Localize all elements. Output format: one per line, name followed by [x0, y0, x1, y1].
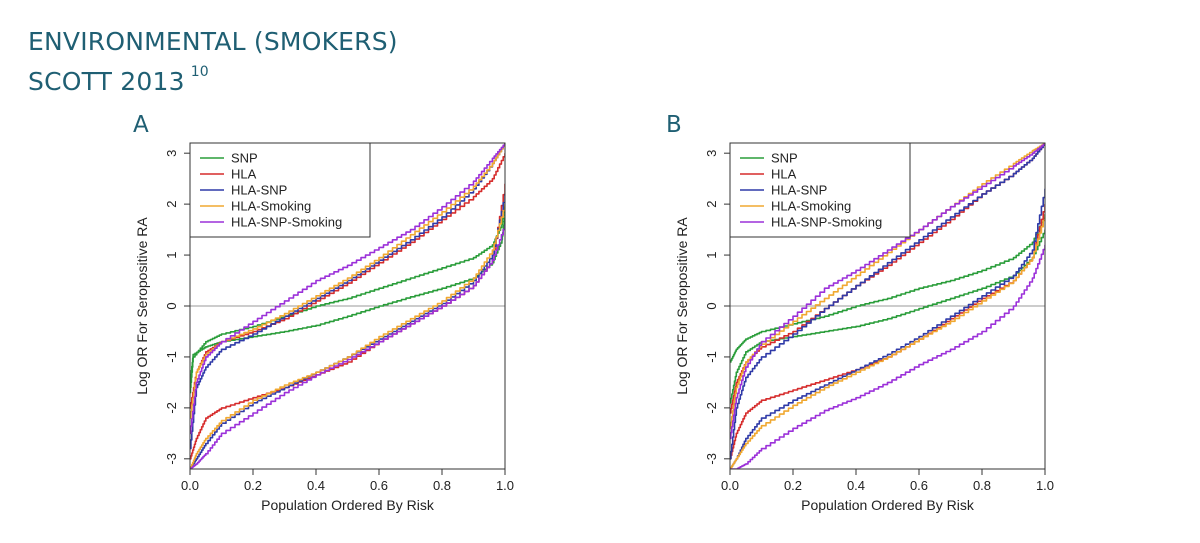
y-tick-label: -1 [704, 351, 719, 363]
x-tick-label: 0.6 [910, 478, 928, 493]
y-tick-label: -2 [164, 402, 179, 414]
y-tick-label: 2 [164, 201, 179, 208]
slide-title-line1: ENVIRONMENTAL (SMOKERS) [28, 27, 398, 56]
x-tick-label: 0.0 [721, 478, 739, 493]
series-line-hla-snp-smoking-lower [730, 244, 1045, 469]
series-line-hla-smoking-upper [190, 143, 505, 419]
x-tick-label: 0.8 [433, 478, 451, 493]
panel-label-b: B [666, 112, 682, 138]
x-tick-label: 0.4 [307, 478, 325, 493]
series-line-hla-upper [190, 153, 505, 409]
legend-entry-hla-snp: HLA-SNP [771, 183, 827, 198]
series-line-hla-smoking-lower [730, 214, 1045, 469]
x-tick-label: 0.8 [973, 478, 991, 493]
series-line-hla-smoking-upper [730, 143, 1045, 430]
y-tick-label: -3 [704, 453, 719, 465]
legend-entry-hla: HLA [771, 167, 797, 182]
legend-entry-hla-smoking: HLA-Smoking [231, 199, 311, 214]
legend-entry-hla: HLA [231, 167, 257, 182]
series-line-hla-snp-smoking-upper [730, 143, 1045, 440]
series-line-snp-upper [730, 214, 1045, 363]
y-axis-label: Log OR For Seropositive RA [674, 217, 690, 395]
y-tick-label: -3 [164, 453, 179, 465]
x-axis-label: Population Ordered By Risk [801, 497, 975, 513]
chart-panel-b: 0.0 0.2 0.4 0.6 0.8 1.0 -3 -2 -1 0 1 2 3 Population O… [674, 142, 1054, 513]
x-tick-label: 0.2 [784, 478, 802, 493]
y-tick-label: 0 [164, 302, 179, 309]
legend-entry-snp: SNP [231, 151, 258, 166]
y-tick-label: 3 [164, 150, 179, 157]
legend-entry-hla-snp-smoking: HLA-SNP-Smoking [771, 215, 882, 230]
series-line-snp-upper [190, 204, 505, 394]
y-tick-label: 0 [704, 302, 719, 309]
slide-title: ENVIRONMENTAL (SMOKERS) SCOTT 2013 10 [28, 26, 398, 97]
x-tick-label: 0.0 [181, 478, 199, 493]
chart-panel-a: 0.0 0.2 0.4 0.6 0.8 1.0 -3 -2 -1 0 1 2 3 Population O… [134, 142, 514, 513]
legend-entry-hla-snp-smoking: HLA-SNP-Smoking [231, 215, 342, 230]
x-tick-label: 1.0 [1036, 478, 1054, 493]
x-tick-label: 0.2 [244, 478, 262, 493]
legend-entry-snp: SNP [771, 151, 798, 166]
y-tick-label: 1 [164, 251, 179, 258]
legend-entry-hla-smoking: HLA-Smoking [771, 199, 851, 214]
panel-label-a: A [133, 112, 149, 138]
y-tick-label: 3 [704, 150, 719, 157]
x-axis-label: Population Ordered By Risk [261, 497, 435, 513]
y-tick-label: 2 [704, 201, 719, 208]
series-line-hla-snp-smoking-upper [190, 143, 505, 435]
slide-title-line2: SCOTT 2013 [28, 67, 185, 96]
x-tick-label: 0.6 [370, 478, 388, 493]
x-tick-label: 1.0 [496, 478, 514, 493]
y-tick-label: 1 [704, 251, 719, 258]
series-line-hla-snp-smoking-lower [190, 224, 505, 469]
y-tick-label: -1 [164, 351, 179, 363]
x-tick-label: 0.4 [847, 478, 865, 493]
title-reference-number: 10 [190, 64, 209, 80]
legend-entry-hla-snp: HLA-SNP [231, 183, 287, 198]
y-axis-label: Log OR For Seropositive RA [134, 217, 150, 395]
y-tick-label: -2 [704, 402, 719, 414]
series-line-hla-snp-upper [730, 143, 1045, 460]
